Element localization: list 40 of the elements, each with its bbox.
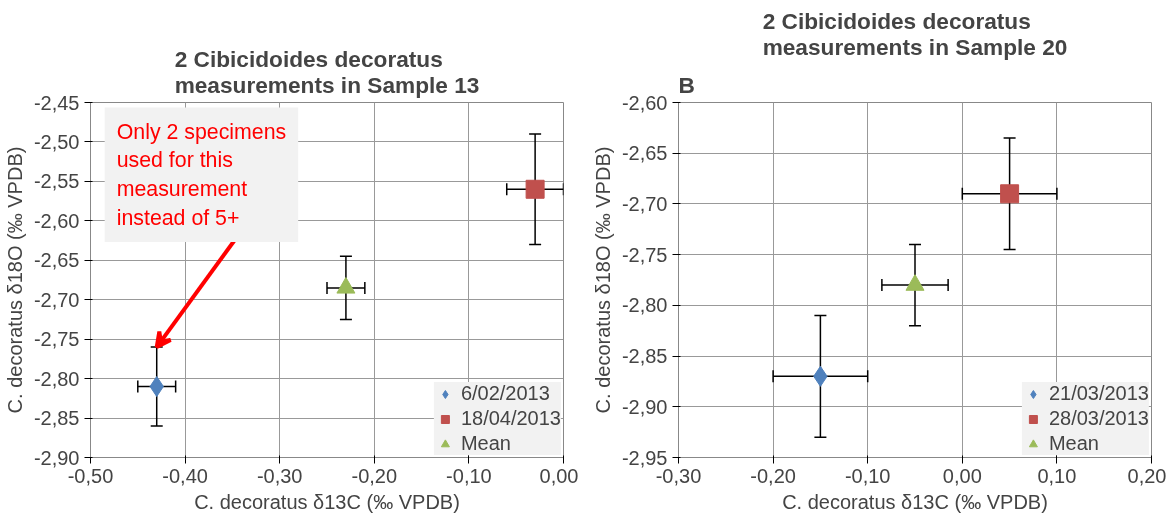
legend-label: 6/02/2013 <box>460 382 550 405</box>
x-tick-label: -0,10 <box>844 464 891 487</box>
x-tick-label: -0,10 <box>446 464 492 487</box>
x-tick-label: -0,30 <box>256 464 303 487</box>
y-axis-title: C. decoratus δ18O (‰ VPDB) <box>591 146 614 414</box>
legend-label: Mean <box>460 432 511 455</box>
y-tick-label: -2,60 <box>33 209 80 232</box>
y-tick-label: -2,50 <box>33 130 80 153</box>
y-tick-label: -2,80 <box>621 294 668 317</box>
y-tick-label: -2,65 <box>33 249 80 272</box>
y-tick-label: -2,45 <box>33 91 80 114</box>
y-tick-label: -2,65 <box>621 142 668 165</box>
legend-label: 18/04/2013 <box>460 407 561 430</box>
chart-title: 2 Cibicidoides decoratus measurements in Sample 13 <box>174 45 480 98</box>
y-tick-label: -2,90 <box>621 395 668 418</box>
y-tick-label: -2,55 <box>33 170 80 193</box>
y-tick-label: -2,70 <box>621 192 668 215</box>
y-tick-label: -2,85 <box>33 407 80 430</box>
x-tick-label: 0,10 <box>1037 464 1077 487</box>
legend-label: 28/03/2013 <box>1048 407 1149 430</box>
x-tick-label: -0,20 <box>750 464 796 487</box>
x-tick-label: 0,20 <box>1127 464 1167 487</box>
y-tick-label: -2,75 <box>621 243 668 266</box>
y-tick-label: -2,70 <box>33 288 80 311</box>
y-axis-title: C. decoratus δ18O (‰ VPDB) <box>3 146 26 414</box>
x-tick-label: -0,40 <box>162 464 208 487</box>
annotation: Only 2 specimens used for this measurement instead of 5+ <box>116 119 287 230</box>
legend-label: Mean <box>1048 432 1099 455</box>
x-axis-title: C. decoratus δ13C (‰ VPDB) <box>194 490 460 513</box>
x-axis-title: C. decoratus δ13C (‰ VPDB) <box>782 490 1048 513</box>
chart-title: 2 Cibicidoides decoratus measurements in Sample 20 <box>762 7 1068 60</box>
y-tick-label: -2,75 <box>33 328 80 351</box>
x-tick-label: 0,00 <box>539 464 579 487</box>
legend-label: 21/03/2013 <box>1048 382 1149 405</box>
x-tick-label: -0,20 <box>351 464 398 487</box>
x-tick-label: 0,00 <box>942 464 982 487</box>
y-tick-label: -2,60 <box>621 91 668 114</box>
y-tick-label: -2,80 <box>33 367 80 390</box>
text: B <box>678 71 695 98</box>
y-tick-label: -2,85 <box>621 345 668 368</box>
